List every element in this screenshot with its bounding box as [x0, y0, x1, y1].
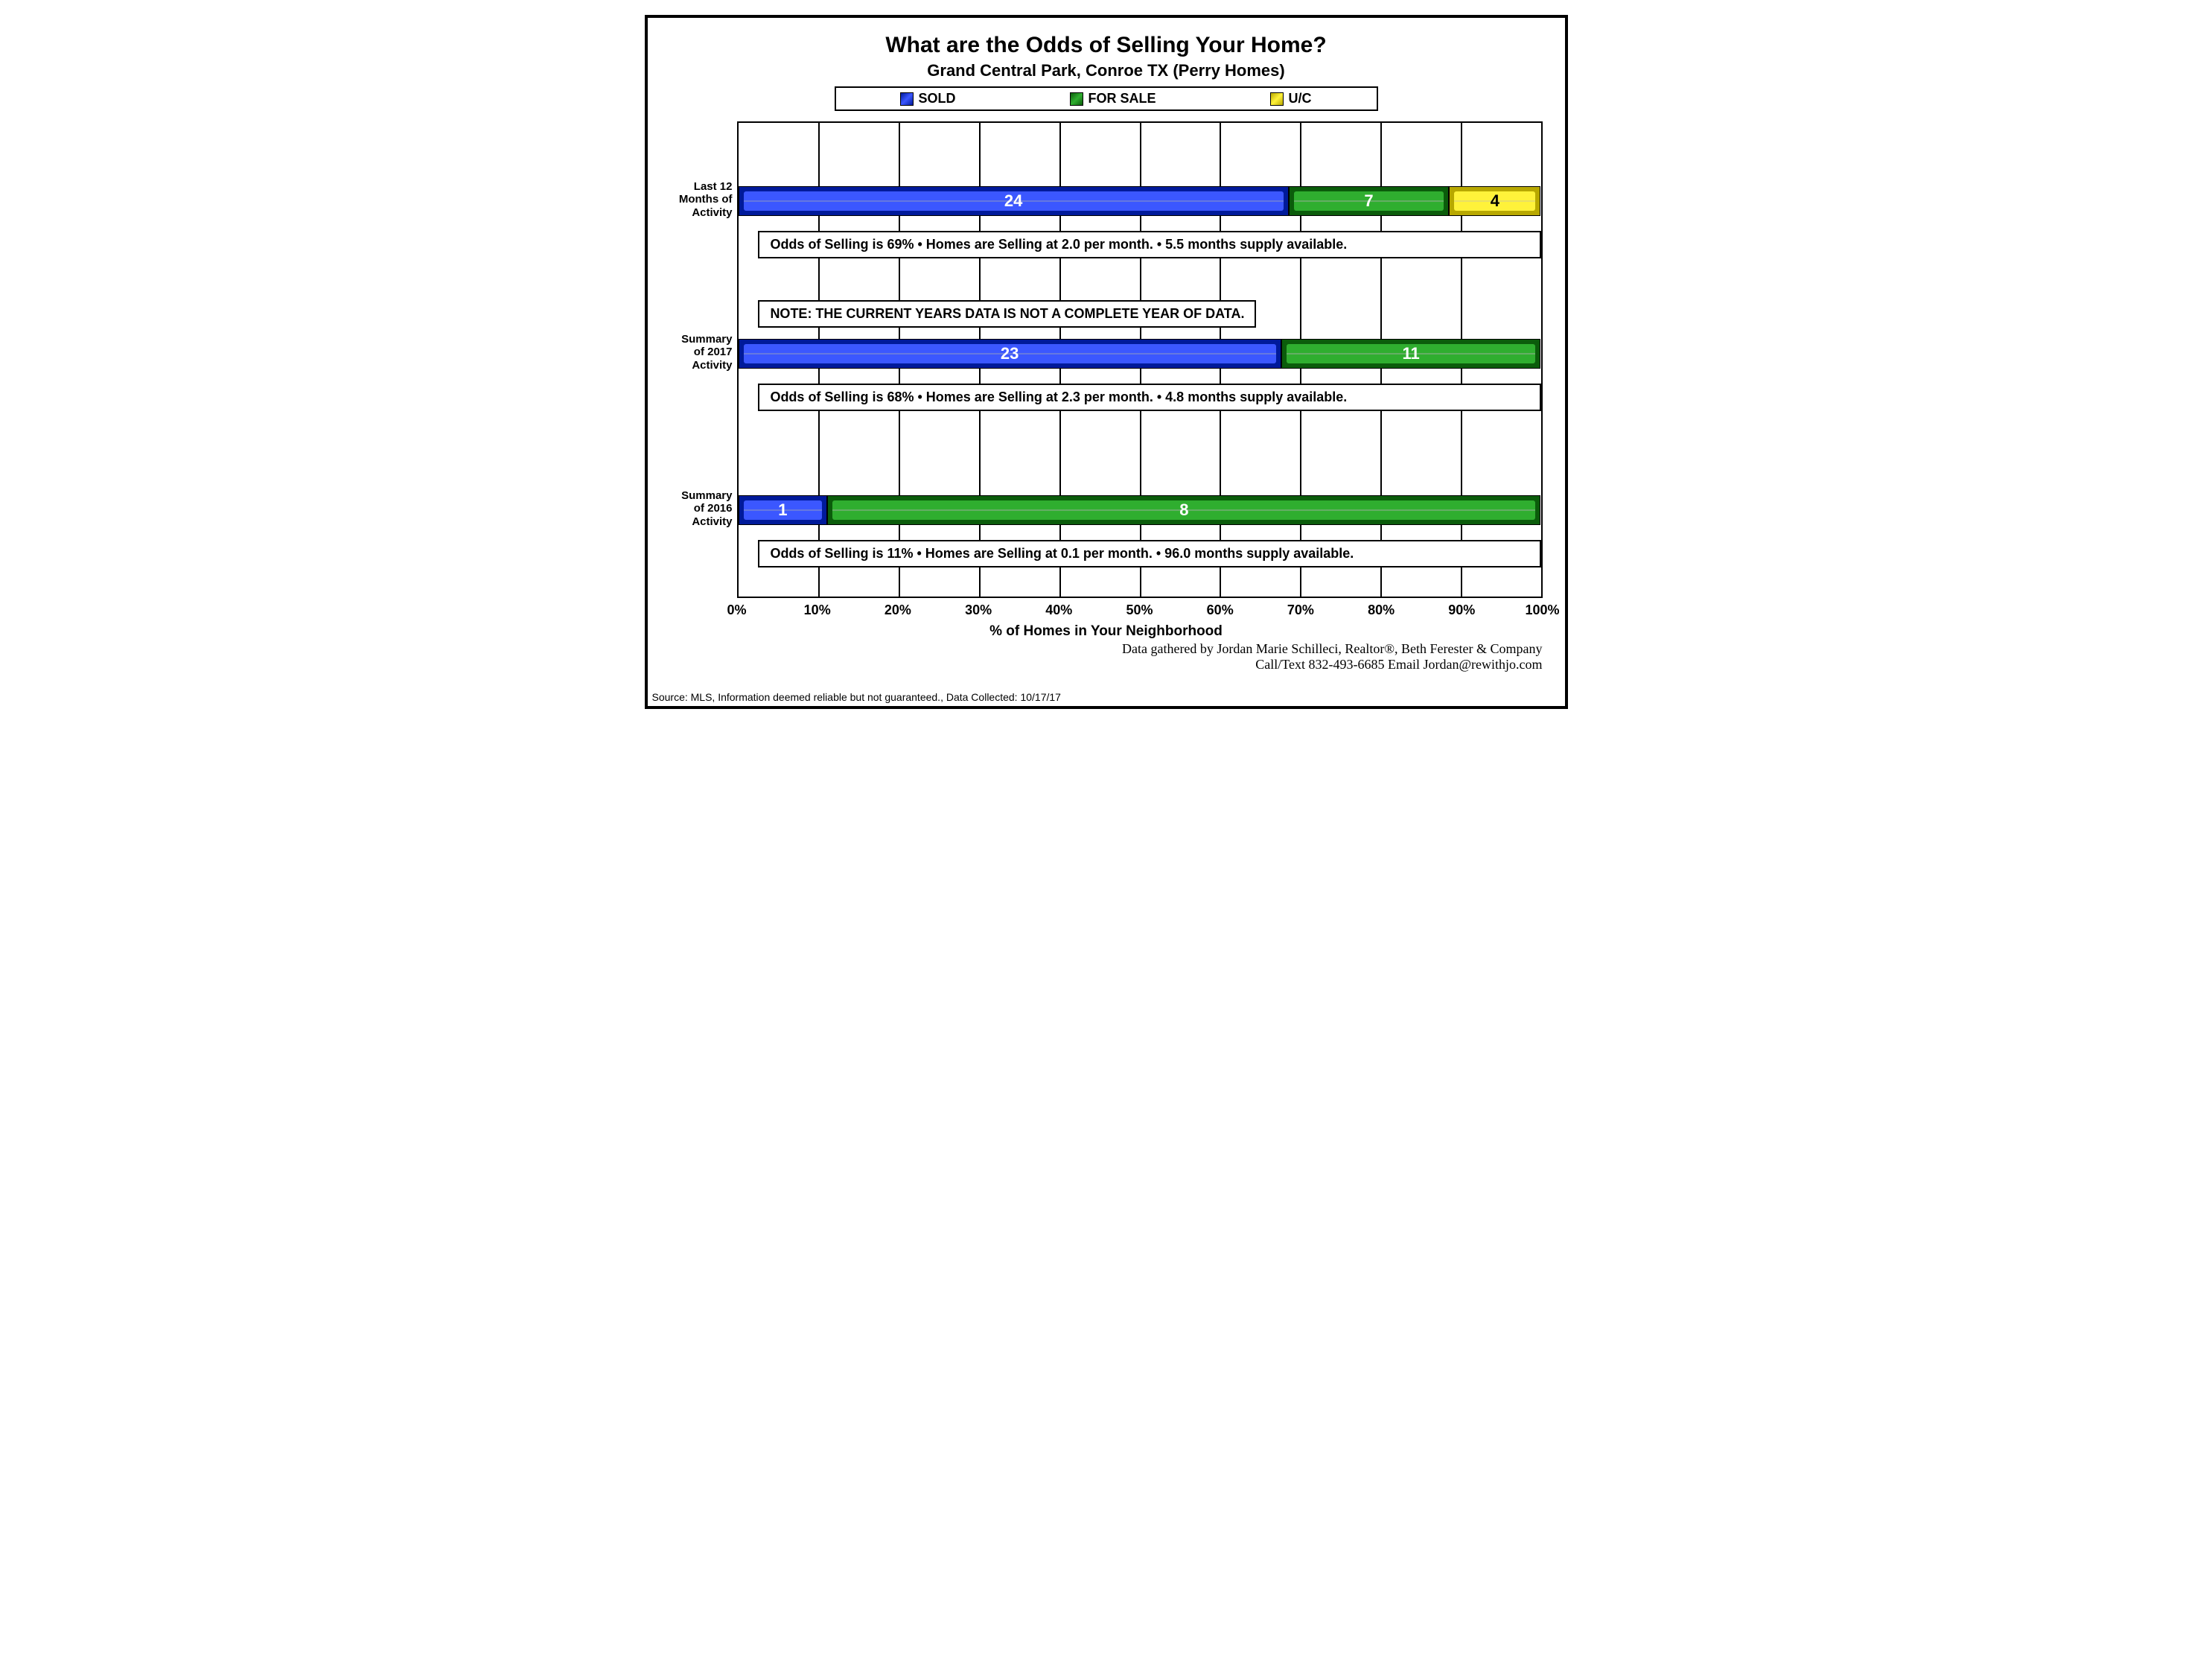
legend-item: FOR SALE — [1070, 91, 1156, 106]
bar-value: 1 — [778, 500, 787, 520]
bar-segment: 1 — [739, 495, 828, 525]
chart-frame: What are the Odds of Selling Your Home? … — [645, 15, 1568, 709]
bar-value: 4 — [1491, 191, 1499, 211]
x-tick-label: 50% — [1126, 602, 1153, 618]
x-tick-label: 30% — [965, 602, 992, 618]
chart-area: Last 12Months ofActivity Summaryof 2017Ac… — [670, 121, 1543, 598]
x-axis-ticks: 0%10%20%30%40%50%60%70%80%90%100% — [737, 598, 1543, 620]
legend-item: SOLD — [900, 91, 955, 106]
category-label: Summaryof 2016Activity — [681, 489, 732, 528]
bar-segment: 8 — [827, 495, 1540, 525]
bar-value: 24 — [1004, 191, 1022, 211]
bar: 23 11 — [739, 339, 1541, 369]
bar-value: 11 — [1402, 344, 1419, 363]
x-tick-label: 70% — [1287, 602, 1314, 618]
x-tick-label: 100% — [1525, 602, 1559, 618]
chart-title: What are the Odds of Selling Your Home? — [670, 33, 1543, 58]
bar: 24 7 4 — [739, 186, 1541, 216]
bar-value: 7 — [1364, 191, 1373, 211]
x-tick-label: 40% — [1045, 602, 1072, 618]
legend-label: U/C — [1288, 91, 1311, 106]
plot-area: 24 7 4 Odds of Selling is 69% • Homes are S… — [737, 121, 1543, 598]
legend-label: FOR SALE — [1088, 91, 1156, 106]
source-note: Source: MLS, Information deemed reliable… — [652, 691, 1061, 703]
category-label: Last 12Months ofActivity — [679, 180, 733, 219]
legend-label: SOLD — [918, 91, 955, 106]
y-axis-labels: Last 12Months ofActivity Summaryof 2017Ac… — [670, 121, 737, 598]
x-tick-label: 0% — [727, 602, 746, 618]
note-box: NOTE: THE CURRENT YEARS DATA IS NOT A CO… — [758, 300, 1256, 328]
bar-segment: 7 — [1289, 186, 1450, 216]
bar-segment: 11 — [1281, 339, 1541, 369]
credit-line-1: Data gathered by Jordan Marie Schilleci,… — [670, 641, 1543, 657]
legend-swatch — [900, 92, 914, 106]
category-label: Summaryof 2017Activity — [681, 333, 732, 372]
bar-value: 8 — [1179, 500, 1188, 520]
legend: SOLD FOR SALE U/C — [835, 86, 1378, 111]
x-tick-label: 20% — [885, 602, 911, 618]
x-axis-label: % of Homes in Your Neighborhood — [670, 623, 1543, 640]
legend-swatch — [1270, 92, 1284, 106]
credit-line-2: Call/Text 832-493-6685 Email Jordan@rewi… — [670, 657, 1543, 672]
info-box: Odds of Selling is 68% • Homes are Selli… — [758, 384, 1540, 411]
info-box: Odds of Selling is 11% • Homes are Selli… — [758, 540, 1540, 567]
x-tick-label: 10% — [804, 602, 831, 618]
x-tick-label: 80% — [1368, 602, 1395, 618]
bar: 18 — [739, 495, 1541, 525]
x-tick-label: 90% — [1448, 602, 1475, 618]
info-box: Odds of Selling is 69% • Homes are Selli… — [758, 231, 1540, 258]
x-tick-label: 60% — [1207, 602, 1234, 618]
legend-swatch — [1070, 92, 1083, 106]
bar-value: 23 — [1001, 344, 1019, 363]
legend-item: U/C — [1270, 91, 1311, 106]
bar-segment: 23 — [739, 339, 1281, 369]
bar-segment: 4 — [1449, 186, 1540, 216]
bar-segment: 24 — [739, 186, 1289, 216]
chart-subtitle: Grand Central Park, Conroe TX (Perry Hom… — [670, 61, 1543, 80]
